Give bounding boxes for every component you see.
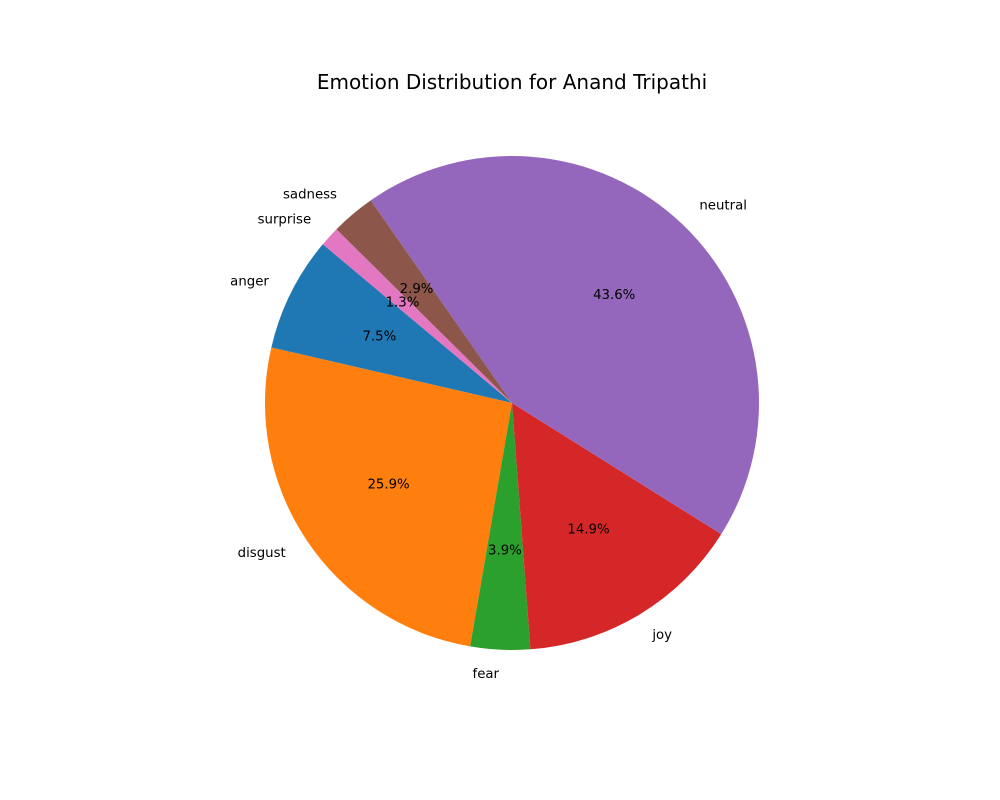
pie-slices xyxy=(264,156,759,651)
pie-slice-surprise xyxy=(322,229,512,403)
pie-slice-joy xyxy=(512,403,722,650)
pct-label-surprise: 1.3% xyxy=(386,296,420,311)
percentage-labels: 7.5% 25.9% 3.9% 14.9% 43.6% 2.9%1.3% xyxy=(362,282,635,558)
pct-label-joy: 14.9% xyxy=(567,522,609,537)
pie-slice-neutral xyxy=(370,156,759,535)
slice-labels: anger disgust fear joy neutral sadness surpris… xyxy=(230,188,747,682)
pie-slice-fear xyxy=(470,403,531,651)
pie-slice-sadness xyxy=(336,200,512,403)
pct-label-sadness: 2.9% xyxy=(400,282,434,297)
slice-label-anger: anger xyxy=(230,274,269,289)
slice-label-disgust: disgust xyxy=(238,546,286,561)
slice-label-neutral: neutral xyxy=(699,199,747,214)
slice-label-sadness: sadness xyxy=(283,188,337,203)
slice-label-joy: joy xyxy=(651,628,672,643)
slice-label-surprise: surprise xyxy=(258,213,312,228)
pct-label-disgust: 25.9% xyxy=(367,478,409,493)
pie-slice-anger xyxy=(271,244,512,403)
pct-label-anger: 7.5% xyxy=(362,329,396,344)
pct-label-neutral: 43.6% xyxy=(593,288,635,303)
chart-title: Emotion Distribution for Anand Tripathi xyxy=(317,70,707,94)
pct-label-fear: 3.9% xyxy=(488,544,522,559)
slice-label-fear: fear xyxy=(473,667,500,682)
pie-slice-disgust xyxy=(264,347,512,647)
